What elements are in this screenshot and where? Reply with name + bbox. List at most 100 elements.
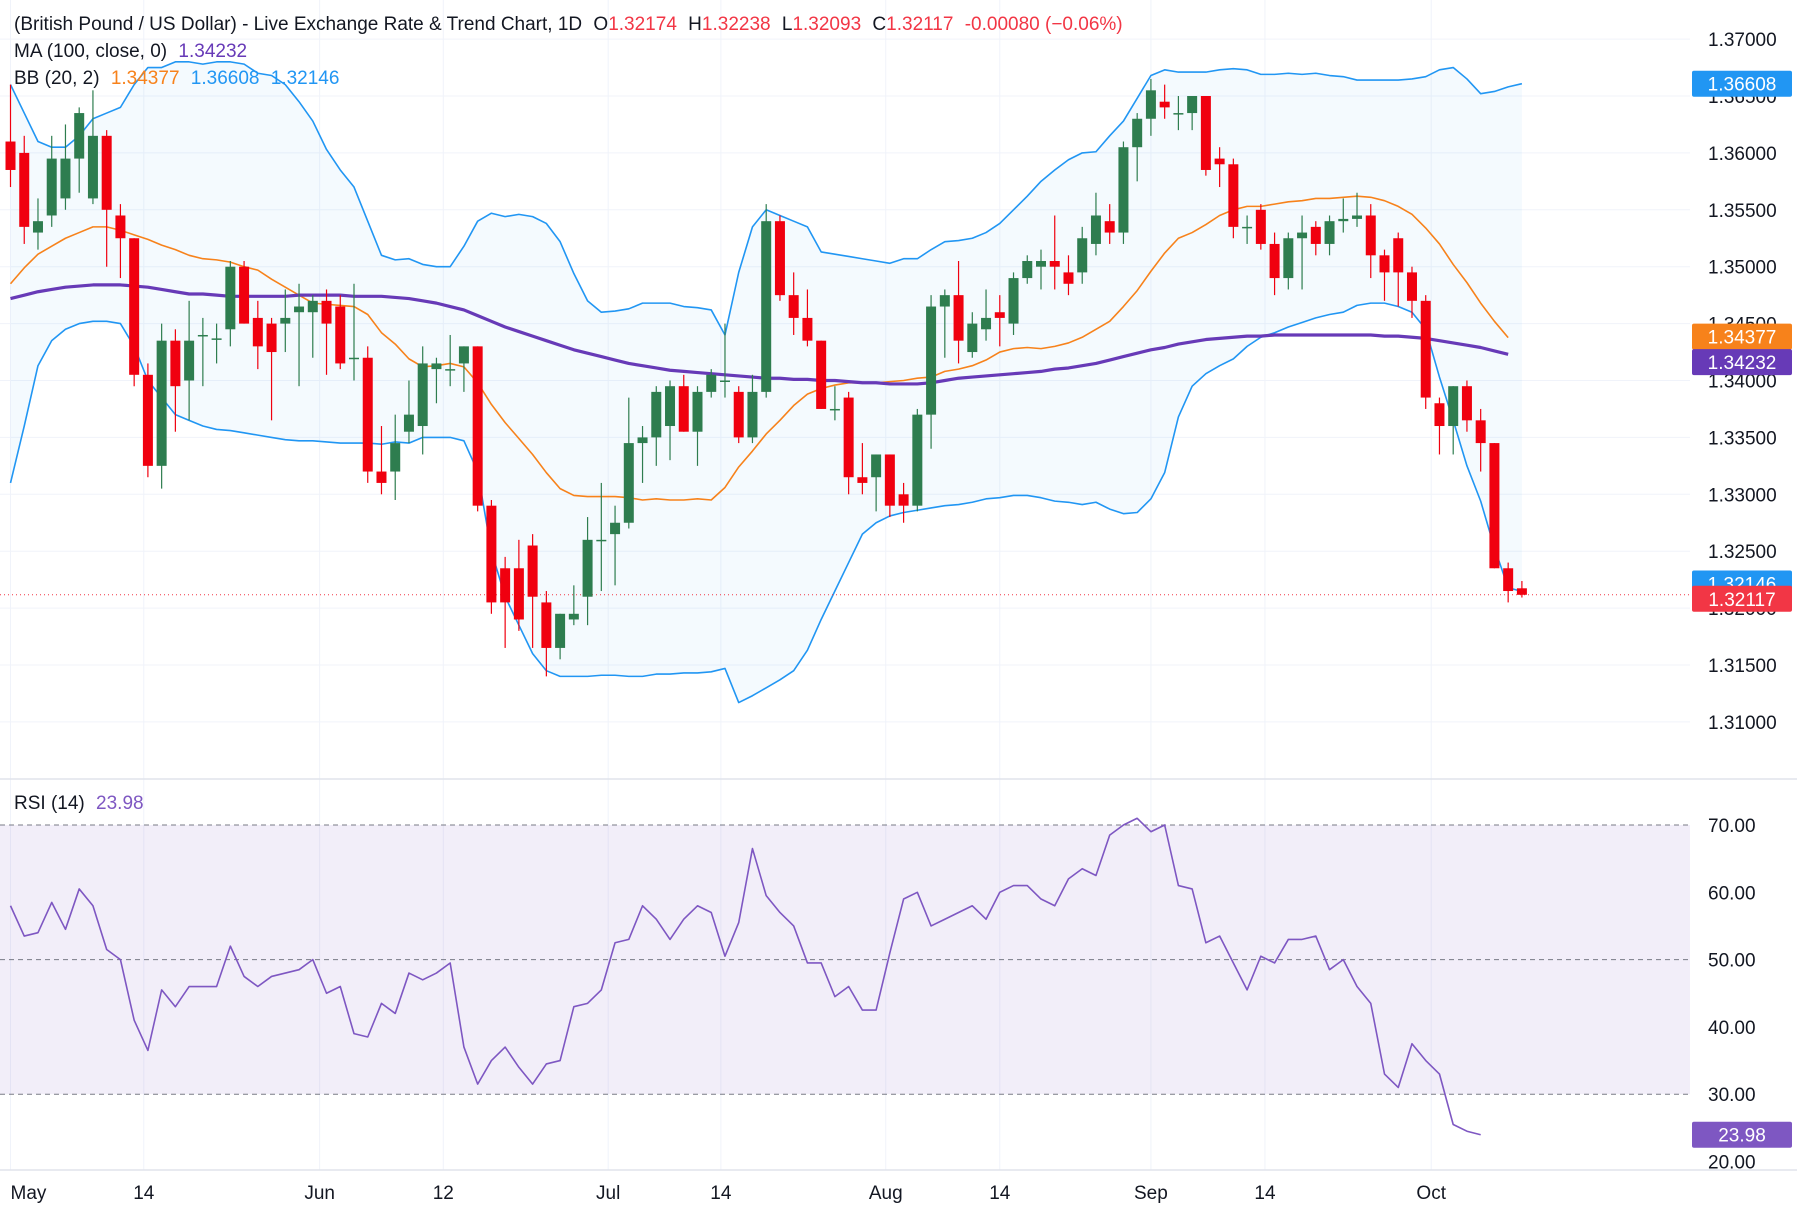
candle-body: [19, 152, 30, 227]
candle: [1104, 204, 1115, 244]
price-tick-label: 1.35000: [1708, 258, 1777, 279]
axes: 1.370001.365001.360001.355001.350001.345…: [0, 30, 1797, 1204]
candle-body: [1173, 113, 1184, 115]
candle-body: [1118, 147, 1129, 233]
candle-body: [568, 613, 579, 620]
candle: [1242, 215, 1253, 244]
candle: [1352, 192, 1363, 227]
candle-body: [1200, 96, 1211, 170]
candle: [926, 295, 937, 449]
candle: [1077, 226, 1088, 284]
candle-body: [1516, 588, 1527, 595]
candle: [1297, 215, 1308, 290]
candle-body: [170, 340, 181, 387]
candle: [115, 204, 126, 279]
candle-body: [692, 391, 703, 432]
candle: [939, 289, 950, 358]
legend-open: O1.32174: [593, 14, 677, 35]
candle: [981, 289, 992, 341]
candle: [774, 215, 785, 301]
candle: [1406, 266, 1417, 318]
candle: [527, 534, 538, 648]
candle: [458, 346, 469, 392]
ma100-line: [10, 283, 1509, 386]
candle-body: [486, 505, 497, 603]
candle-body: [87, 135, 98, 199]
candle: [129, 238, 140, 387]
tag-rsi-bg: [1692, 1121, 1792, 1148]
candle: [211, 323, 222, 364]
candle-body: [101, 135, 112, 210]
candle-body: [46, 158, 57, 216]
candle: [843, 391, 854, 495]
candle-body: [596, 539, 607, 542]
legend-rsi[interactable]: RSI (14) 23.98: [14, 793, 150, 815]
candle: [692, 386, 703, 466]
candle: [266, 317, 277, 421]
price-tick-label: 1.34000: [1708, 372, 1777, 393]
candle-body: [307, 300, 318, 313]
candle-body: [1434, 403, 1445, 427]
candle: [665, 380, 676, 461]
bb-upper-value: 1.36608: [190, 68, 260, 89]
candle: [1187, 96, 1198, 131]
candle-body: [1036, 261, 1046, 267]
candle: [362, 346, 373, 483]
legend-low: L1.32093: [781, 14, 862, 35]
legend-ma[interactable]: MA (100, close, 0) 1.34232: [14, 41, 253, 63]
candle: [857, 443, 868, 495]
candle: [417, 346, 428, 455]
time-tick-label: Sep: [1134, 1183, 1168, 1204]
candle: [1365, 204, 1376, 279]
candle-body: [651, 391, 662, 438]
time-tick-label: Jul: [596, 1183, 620, 1204]
candle-body: [1310, 226, 1321, 244]
candle-body: [1049, 261, 1060, 267]
candle-body: [266, 323, 277, 353]
legend-close: C1.32117: [872, 14, 954, 35]
candle-body: [857, 477, 868, 483]
candle: [1063, 255, 1074, 296]
legend-bb[interactable]: BB (20, 2) 1.34377 1.36608 1.32146: [14, 68, 345, 90]
candle-body: [1242, 226, 1253, 229]
candle-body: [1297, 232, 1308, 239]
candle: [1379, 249, 1390, 301]
candle-body: [953, 295, 964, 341]
candle: [390, 414, 401, 500]
candles: [5, 78, 1527, 677]
candle: [1200, 96, 1211, 176]
candle: [486, 499, 497, 614]
candle: [431, 357, 442, 404]
candle-body: [156, 340, 167, 466]
candle: [541, 591, 552, 677]
candle-body: [967, 323, 978, 353]
rsi-tick-label: 50.00: [1708, 951, 1756, 972]
candle: [74, 107, 85, 193]
candle-body: [1255, 209, 1266, 244]
candle: [651, 386, 662, 466]
candle-body: [761, 221, 772, 392]
time-tick-label: May: [11, 1183, 47, 1204]
candle-body: [1132, 118, 1143, 148]
candle: [582, 517, 593, 626]
candle-body: [665, 386, 676, 427]
bb-label: BB (20, 2): [14, 68, 100, 89]
candle-body: [321, 300, 332, 324]
candle-body: [1338, 218, 1349, 222]
candle-body: [1145, 90, 1156, 119]
candle: [761, 204, 772, 398]
candle: [1118, 141, 1129, 244]
candle-body: [417, 363, 428, 427]
rsi-tick-label: 60.00: [1708, 883, 1756, 904]
tag-bb-upper-bg: [1692, 70, 1792, 97]
candle: [252, 300, 263, 370]
candle-body: [1090, 215, 1101, 244]
candle: [280, 289, 291, 353]
candle-body: [74, 113, 85, 159]
candle-body: [1214, 158, 1225, 165]
tag-bb-mid: 1.34377: [1692, 323, 1792, 350]
candle: [101, 130, 112, 267]
rsi-band-background: [0, 824, 1690, 1095]
candle: [445, 334, 456, 387]
